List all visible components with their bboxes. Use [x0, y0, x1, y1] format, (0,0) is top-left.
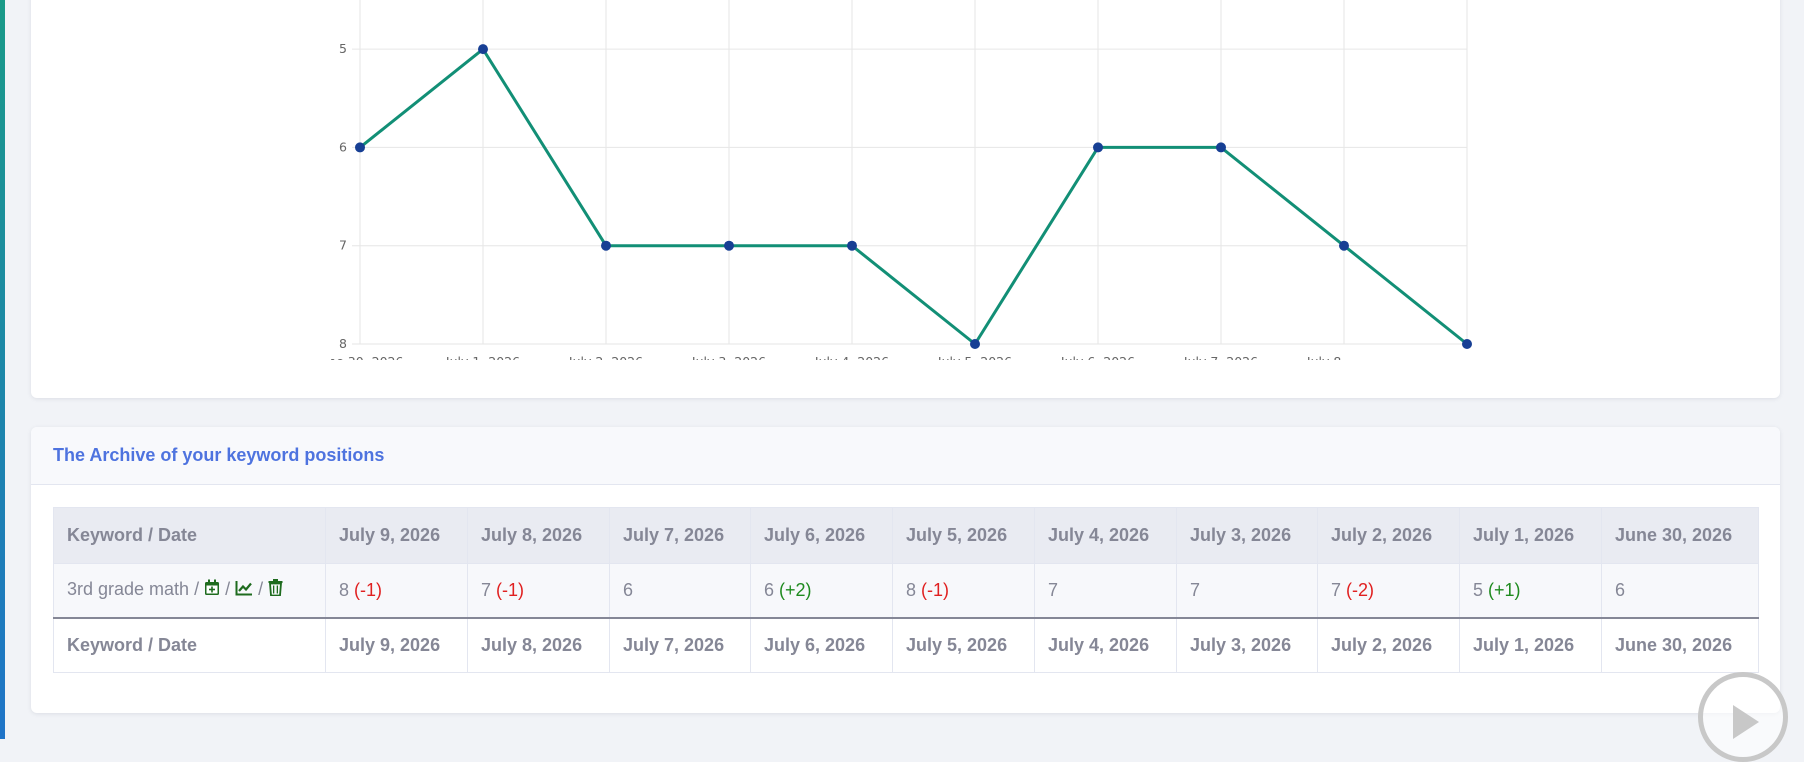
- x-tick-label: July 5, 2026: [937, 354, 1012, 369]
- position-cell: 7: [1034, 563, 1177, 619]
- keyword-cell: 3rd grade math / / /: [53, 563, 326, 619]
- x-tick-label: June 30, 2026: [316, 354, 404, 369]
- x-tick-label: July 3, 2026: [691, 354, 766, 369]
- keyword-text: 3rd grade math /: [67, 579, 200, 600]
- header-date: July 2, 2026: [1317, 507, 1460, 564]
- x-tick-label: July 7, 2026: [1183, 354, 1258, 369]
- footer-date: July 7, 2026: [609, 617, 751, 673]
- position-cell: 7: [1176, 563, 1318, 619]
- table-footer-row: Keyword / Date July 9, 2026 July 8, 2026…: [53, 617, 1759, 673]
- data-point: [601, 240, 611, 251]
- table-header-row: Keyword / Date July 9, 2026 July 8, 2026…: [53, 507, 1759, 564]
- data-point: [970, 339, 980, 349]
- archive-table-wrap: Keyword / Date July 9, 2026 July 8, 2026…: [53, 507, 1759, 673]
- data-point: [478, 44, 488, 55]
- position-cell: 5 (+1): [1459, 563, 1602, 619]
- header-date: July 3, 2026: [1176, 507, 1318, 564]
- position-cell: 6: [1601, 563, 1759, 619]
- x-tick-label: July 2, 2026: [568, 354, 643, 369]
- left-accent-bar: [0, 0, 5, 739]
- header-date: July 8, 2026: [467, 507, 610, 564]
- archive-card: The Archive of your keyword positions Ke…: [31, 427, 1780, 713]
- y-tick-label: 5: [339, 41, 347, 56]
- x-tick-label: July 4, 2026: [814, 354, 889, 369]
- footer-date: July 5, 2026: [892, 617, 1035, 673]
- y-tick-label: 6: [339, 139, 347, 154]
- header-date: June 30, 2026: [1601, 507, 1759, 564]
- position-cell: 7 (-1): [467, 563, 610, 619]
- y-tick-label: 8: [339, 336, 347, 351]
- trash-icon[interactable]: [268, 579, 283, 601]
- position-cell: 8 (-1): [325, 563, 468, 619]
- table-row: 3rd grade math / / / 8 (-1): [53, 563, 1759, 619]
- data-point: [1462, 339, 1472, 349]
- footer-date: July 4, 2026: [1034, 617, 1177, 673]
- chart-card: 5 6 7 8 June 30, 2026 July 1, 2026 July 2, 20…: [31, 0, 1780, 398]
- archive-title: The Archive of your keyword positions: [53, 445, 385, 465]
- footer-date: July 2, 2026: [1317, 617, 1460, 673]
- x-tick-label: July 6, 2026: [1060, 354, 1135, 369]
- header-date: July 9, 2026: [325, 507, 468, 564]
- x-tick-label: July 9, 2026: [1429, 354, 1504, 369]
- position-line-chart: 5 6 7 8 June 30, 2026 July 1, 2026 July 2, 20…: [316, 0, 1504, 369]
- header-date: July 5, 2026: [892, 507, 1035, 564]
- header-date: July 7, 2026: [609, 507, 751, 564]
- archive-table: Keyword / Date July 9, 2026 July 8, 2026…: [53, 507, 1759, 673]
- play-circle-icon[interactable]: [1698, 672, 1788, 762]
- footer-date: June 30, 2026: [1601, 617, 1759, 673]
- position-cell: 8 (-1): [892, 563, 1035, 619]
- footer-date: July 9, 2026: [325, 617, 468, 673]
- footer-date: July 3, 2026: [1176, 617, 1318, 673]
- play-triangle: [1733, 705, 1759, 739]
- position-cell: 6: [609, 563, 751, 619]
- calendar-plus-icon[interactable]: [204, 579, 220, 601]
- footer-date: July 1, 2026: [1459, 617, 1602, 673]
- footer-keyword-date: Keyword / Date: [53, 617, 326, 673]
- header-date: July 4, 2026: [1034, 507, 1177, 564]
- data-point: [847, 240, 857, 251]
- header-keyword-date: Keyword / Date: [53, 507, 326, 564]
- header-date: July 6, 2026: [750, 507, 893, 564]
- data-point: [724, 240, 734, 251]
- separator: /: [258, 579, 264, 600]
- y-tick-label: 7: [339, 238, 347, 253]
- data-point: [1093, 142, 1103, 153]
- header-date: July 1, 2026: [1459, 507, 1602, 564]
- data-point: [1216, 142, 1226, 153]
- separator: /: [225, 579, 231, 600]
- archive-header: The Archive of your keyword positions: [31, 427, 1780, 485]
- footer-date: July 8, 2026: [467, 617, 610, 673]
- data-point: [355, 142, 365, 153]
- x-tick-label: July 1, 2026: [445, 354, 520, 369]
- series-line: [359, 47, 1468, 346]
- footer-date: July 6, 2026: [750, 617, 893, 673]
- x-tick-label: July 8, 2026: [1306, 354, 1381, 369]
- position-cell: 7 (-2): [1317, 563, 1460, 619]
- position-cell: 6 (+2): [750, 563, 893, 619]
- data-point: [1339, 240, 1349, 251]
- chart-line-icon[interactable]: [235, 580, 253, 601]
